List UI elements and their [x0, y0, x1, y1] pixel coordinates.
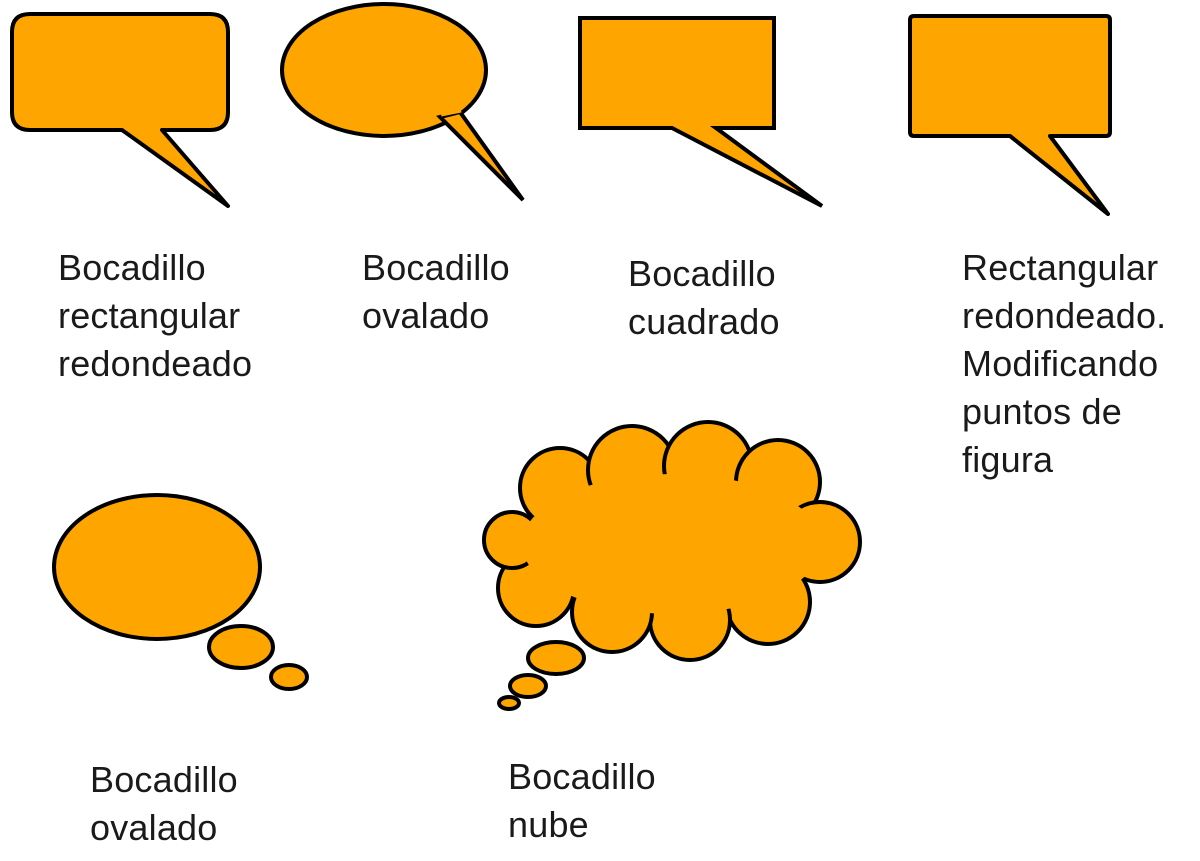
caption-cloud-bubble: Bocadillo nube	[508, 756, 656, 845]
modified-rect-speech-bubble	[908, 14, 1112, 216]
caption-oval-bubble: Bocadillo ovalado	[362, 247, 510, 336]
caption-square-bubble: Bocadillo cuadrado	[628, 253, 780, 342]
square-speech-bubble	[578, 16, 824, 208]
oval-thought-bubble	[52, 493, 309, 691]
caption-oval-thought-bubble: Bocadillo ovalado	[90, 759, 238, 848]
rounded-rect-speech-bubble	[10, 12, 230, 208]
caption-rounded-rect-bubble: Bocadillo rectangular redondeado	[58, 247, 253, 384]
cloud-thought-bubble	[482, 420, 862, 711]
caption-modified-rect-bubble: Rectangular redondeado. Modificando punt…	[962, 247, 1167, 480]
oval-speech-bubble	[280, 2, 525, 202]
